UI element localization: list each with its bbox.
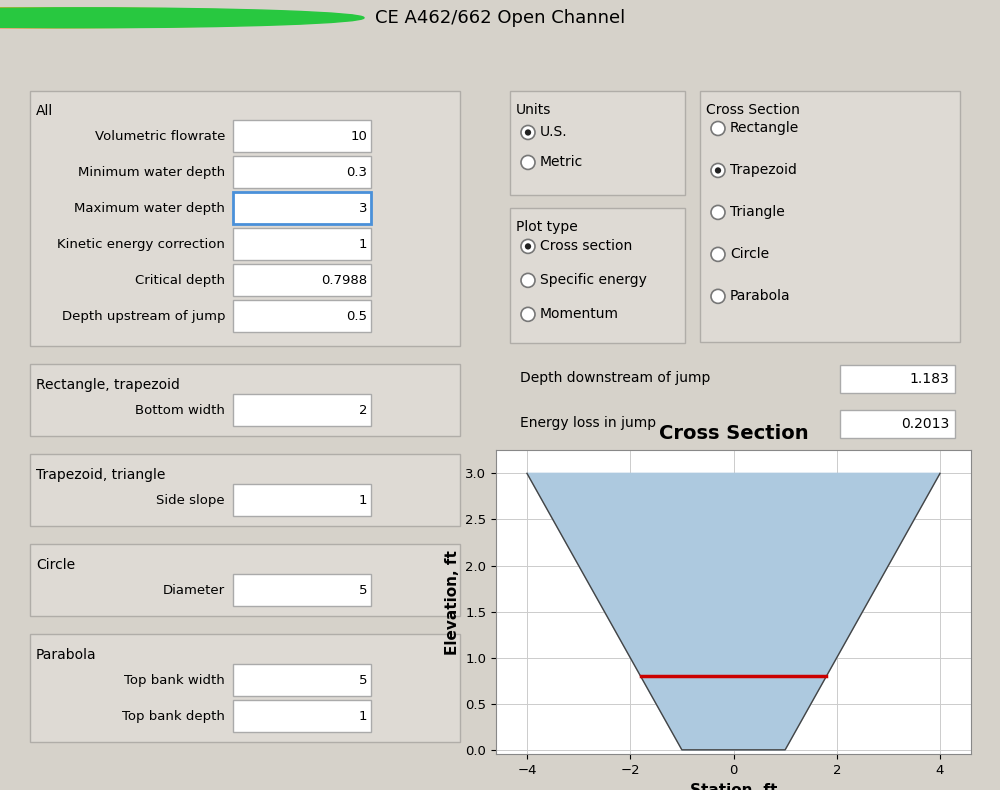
Bar (233, 156, 371, 189)
Text: 1: 1 (358, 494, 367, 506)
Circle shape (711, 164, 725, 178)
Bar (30, 364, 460, 436)
Bar (30, 544, 460, 616)
X-axis label: Station, ft: Station, ft (690, 783, 777, 790)
Y-axis label: Elevation, ft: Elevation, ft (445, 550, 460, 655)
Text: Top bank width: Top bank width (124, 674, 225, 687)
Circle shape (521, 156, 535, 169)
Bar (233, 664, 371, 696)
Bar (233, 265, 371, 296)
Polygon shape (527, 473, 940, 750)
Text: Triangle: Triangle (730, 205, 785, 220)
Text: 10: 10 (350, 130, 367, 143)
Text: Trapezoid: Trapezoid (730, 164, 797, 178)
Bar (30, 454, 460, 526)
Circle shape (521, 239, 535, 254)
Text: Specific energy: Specific energy (540, 273, 647, 288)
Text: Cross section: Cross section (540, 239, 632, 254)
Text: Minimum water depth: Minimum water depth (78, 166, 225, 179)
Text: Momentum: Momentum (540, 307, 619, 322)
Text: Kinetic energy correction: Kinetic energy correction (57, 238, 225, 251)
Circle shape (711, 247, 725, 261)
Circle shape (711, 289, 725, 303)
Bar (233, 193, 371, 224)
Circle shape (525, 130, 531, 136)
Bar (233, 300, 371, 333)
Bar (233, 484, 371, 516)
Text: Diameter: Diameter (163, 584, 225, 596)
Bar (510, 209, 685, 344)
Text: Energy loss in jump: Energy loss in jump (520, 416, 656, 431)
Circle shape (0, 8, 364, 28)
Bar (700, 91, 960, 342)
Circle shape (0, 8, 308, 28)
Text: Circle: Circle (730, 247, 769, 261)
Text: Rectangle: Rectangle (730, 122, 799, 135)
Bar (840, 410, 955, 438)
Text: Units: Units (516, 103, 551, 116)
Text: Volumetric flowrate: Volumetric flowrate (95, 130, 225, 143)
Text: 5: 5 (358, 674, 367, 687)
Text: 1: 1 (358, 709, 367, 723)
Text: 1.183: 1.183 (909, 372, 949, 386)
Circle shape (521, 126, 535, 140)
Bar (840, 365, 955, 393)
Text: 0.3: 0.3 (346, 166, 367, 179)
Text: Depth upstream of jump: Depth upstream of jump (62, 310, 225, 323)
Text: Maximum water depth: Maximum water depth (74, 202, 225, 215)
Text: Circle: Circle (36, 559, 75, 572)
Text: 1: 1 (358, 238, 367, 251)
Circle shape (711, 122, 725, 135)
Circle shape (521, 307, 535, 322)
Text: 5: 5 (358, 584, 367, 596)
Bar (510, 91, 685, 195)
Text: Metric: Metric (540, 156, 583, 170)
Bar (233, 394, 371, 427)
Circle shape (715, 167, 721, 174)
Text: Critical depth: Critical depth (135, 274, 225, 287)
Text: 3: 3 (358, 202, 367, 215)
Bar (233, 574, 371, 606)
Circle shape (525, 243, 531, 250)
Bar (233, 228, 371, 261)
Bar (30, 91, 460, 346)
Text: Parabola: Parabola (36, 648, 97, 662)
Title: Cross Section: Cross Section (659, 424, 808, 443)
Text: Bottom width: Bottom width (135, 404, 225, 417)
Text: 0.5: 0.5 (346, 310, 367, 323)
Text: U.S.: U.S. (540, 126, 568, 140)
Text: CE A462/662 Open Channel: CE A462/662 Open Channel (375, 9, 625, 27)
Circle shape (0, 8, 336, 28)
Bar (233, 121, 371, 152)
Bar (233, 700, 371, 732)
Circle shape (521, 273, 535, 288)
Text: Depth downstream of jump: Depth downstream of jump (520, 371, 710, 386)
Text: Trapezoid, triangle: Trapezoid, triangle (36, 468, 165, 482)
Circle shape (711, 205, 725, 220)
Text: Plot type: Plot type (516, 220, 578, 235)
Text: 0.2013: 0.2013 (901, 417, 949, 431)
Text: Cross Section: Cross Section (706, 103, 800, 116)
Text: 2: 2 (358, 404, 367, 417)
Text: Top bank depth: Top bank depth (122, 709, 225, 723)
Text: 0.7988: 0.7988 (321, 274, 367, 287)
Text: Rectangle, trapezoid: Rectangle, trapezoid (36, 378, 180, 393)
Text: All: All (36, 104, 53, 118)
Text: Side slope: Side slope (156, 494, 225, 506)
Text: Parabola: Parabola (730, 289, 791, 303)
Bar (30, 634, 460, 742)
